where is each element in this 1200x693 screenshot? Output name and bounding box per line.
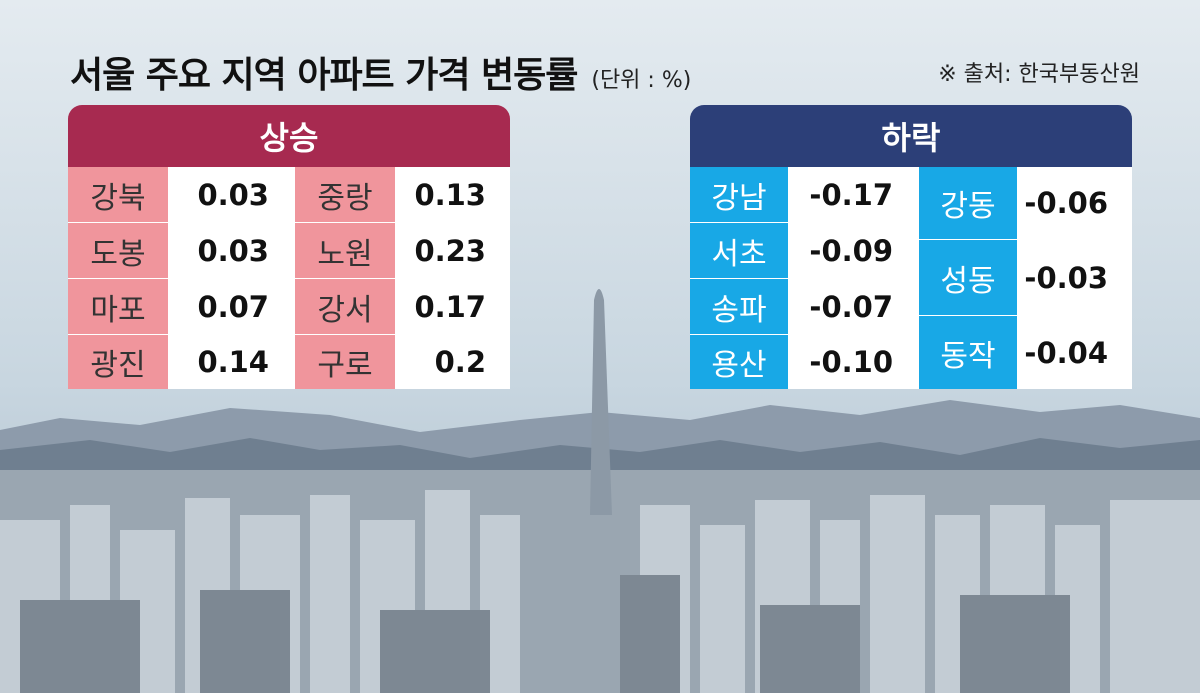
rise-region-label: 도봉 (68, 223, 168, 278)
source-note: ※ 출처: 한국부동산원 (938, 62, 1140, 87)
rise-region-label: 강북 (68, 167, 168, 222)
fall-table-body: 강남 -0.17 서초 -0.09 송파 -0.07 용산 -0.10 강동 -0.06 성동 -0.… (690, 167, 1132, 389)
fall-region-label: 용산 (690, 335, 788, 389)
fall-region-label: 동작 (919, 316, 1017, 389)
fall-change-value: -0.10 (809, 345, 893, 379)
rise-table: 상승 강북 0.03 도봉 0.03 마포 0.07 광진 0.14 중랑 0.13 노원 0.23 강… (68, 105, 510, 389)
rise-region-label: 중랑 (295, 167, 395, 222)
rise-change-value: 0.03 (197, 177, 269, 212)
lotte-tower (590, 289, 612, 515)
chart-title: 서울 주요 지역 아파트 가격 변동률 (70, 55, 578, 96)
rise-table-body: 강북 0.03 도봉 0.03 마포 0.07 광진 0.14 중랑 0.13 노원 0.23 강서 0.… (68, 167, 510, 389)
rise-change-value: 0.14 (197, 345, 269, 379)
fall-change-value: -0.07 (809, 289, 893, 324)
fall-change-value: -0.17 (809, 177, 893, 212)
fall-region-label: 성동 (919, 240, 1017, 315)
lower-buildings (20, 575, 1070, 693)
fall-region-label: 강동 (919, 167, 1017, 239)
fall-region-label: 송파 (690, 279, 788, 334)
rise-region-label: 광진 (68, 335, 168, 389)
rise-region-label: 강서 (295, 279, 395, 334)
rise-change-value: 0.23 (414, 233, 486, 268)
rise-change-value: 0.2 (434, 345, 486, 379)
fall-table: 하락 강남 -0.17 서초 -0.09 송파 -0.07 용산 -0.10 강동 -0.06 성동… (690, 105, 1132, 389)
fall-region-label: 강남 (690, 167, 788, 222)
unit-label: (단위 : %) (591, 68, 692, 93)
fall-change-value: -0.09 (809, 233, 893, 268)
fall-region-label: 서초 (690, 223, 788, 278)
rise-change-value: 0.07 (197, 289, 269, 324)
rise-change-value: 0.17 (414, 289, 486, 324)
rise-change-value: 0.13 (414, 177, 486, 212)
rise-change-value: 0.03 (197, 233, 269, 268)
fall-table-header: 하락 (690, 105, 1132, 167)
fall-change-value: -0.03 (1024, 260, 1108, 295)
rise-table-header: 상승 (68, 105, 510, 167)
rise-region-label: 마포 (68, 279, 168, 334)
rise-region-label: 구로 (295, 335, 395, 389)
fall-change-value: -0.06 (1024, 186, 1108, 220)
rise-region-label: 노원 (295, 223, 395, 278)
fall-change-value: -0.04 (1024, 335, 1108, 370)
